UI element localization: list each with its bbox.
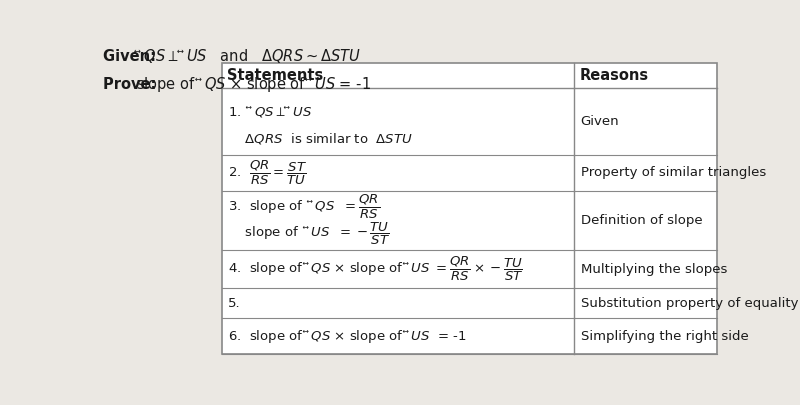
Text: Simplifying the right side: Simplifying the right side	[581, 330, 748, 343]
Text: Substitution property of equality: Substitution property of equality	[581, 297, 798, 310]
Text: Given:: Given:	[103, 49, 162, 64]
Text: slope of $\overleftrightarrow{QS}$ $\times$ slope of $\overleftrightarrow{US}$ =: slope of $\overleftrightarrow{QS}$ $\tim…	[136, 75, 371, 94]
Text: Statements: Statements	[227, 68, 323, 83]
Text: $\overleftrightarrow{QS} \perp \overleftrightarrow{US}$   and   $\Delta QRS \sim: $\overleftrightarrow{QS} \perp \overleft…	[134, 47, 361, 65]
Text: 4.  slope of $\overleftrightarrow{QS}$ $\times$ slope of $\overleftrightarrow{US: 4. slope of $\overleftrightarrow{QS}$ $\…	[228, 255, 524, 284]
Text: 6.  slope of $\overleftrightarrow{QS}$ $\times$ slope of $\overleftrightarrow{US: 6. slope of $\overleftrightarrow{QS}$ $\…	[228, 328, 467, 345]
Text: Multiplying the slopes: Multiplying the slopes	[581, 263, 727, 276]
Text: slope of  $\overleftrightarrow{US}$  $= -\dfrac{TU}{ST}$: slope of $\overleftrightarrow{US}$ $= -\…	[228, 220, 390, 247]
Text: Given: Given	[581, 115, 619, 128]
Text: $\Delta QRS$  is similar to  $\Delta STU$: $\Delta QRS$ is similar to $\Delta STU$	[228, 131, 413, 146]
Text: Definition of slope: Definition of slope	[581, 214, 702, 227]
Text: 1.  $\overleftrightarrow{QS} \perp \overleftrightarrow{US}$: 1. $\overleftrightarrow{QS} \perp \overl…	[228, 104, 313, 119]
Text: 2.  $\dfrac{QR}{RS} = \dfrac{ST}{TU}$: 2. $\dfrac{QR}{RS} = \dfrac{ST}{TU}$	[228, 159, 307, 187]
Text: Prove:: Prove:	[103, 77, 162, 92]
Text: 5.: 5.	[228, 297, 241, 310]
Text: Reasons: Reasons	[579, 68, 649, 83]
Text: Property of similar triangles: Property of similar triangles	[581, 166, 766, 179]
Text: 3.  slope of  $\overleftrightarrow{QS}$  $= \dfrac{QR}{RS}$: 3. slope of $\overleftrightarrow{QS}$ $=…	[228, 193, 380, 222]
